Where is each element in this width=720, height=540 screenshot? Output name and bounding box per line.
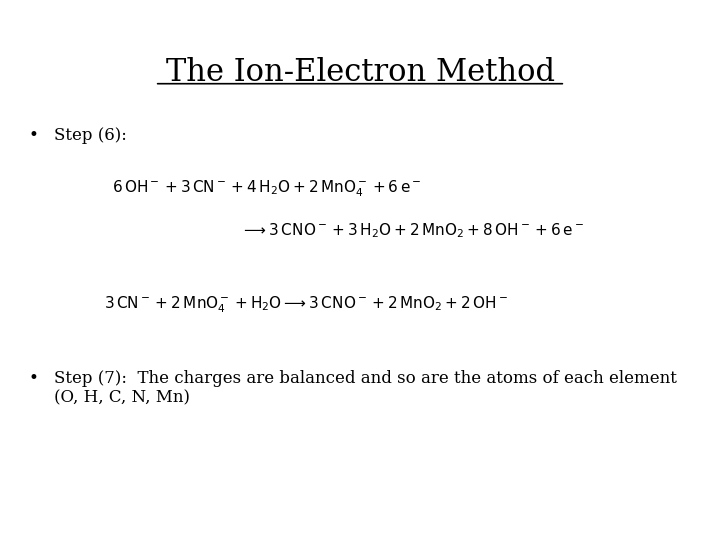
Text: $\longrightarrow 3\,\mathrm{CNO}^- +3\,\mathrm{H_2O}+2\,\mathrm{MnO_2}+8\,\mathr: $\longrightarrow 3\,\mathrm{CNO}^- +3\,\… — [241, 221, 584, 240]
Text: $3\,\mathrm{CN}^- +2\,\mathrm{MnO_4^-}+\mathrm{H_2O}\longrightarrow 3\,\mathrm{C: $3\,\mathrm{CN}^- +2\,\mathrm{MnO_4^-}+\… — [104, 294, 508, 315]
Text: •: • — [29, 127, 39, 144]
Text: $6\,\mathrm{OH}^- +3\,\mathrm{CN}^- +4\,\mathrm{H_2O}+2\,\mathrm{MnO_4^-}+6\,\ma: $6\,\mathrm{OH}^- +3\,\mathrm{CN}^- +4\,… — [112, 178, 421, 199]
Text: The Ion-Electron Method: The Ion-Electron Method — [166, 57, 554, 87]
Text: Step (6):: Step (6): — [54, 127, 127, 144]
Text: •: • — [29, 370, 39, 387]
Text: Step (7):  The charges are balanced and so are the atoms of each element
(O, H, : Step (7): The charges are balanced and s… — [54, 370, 677, 407]
